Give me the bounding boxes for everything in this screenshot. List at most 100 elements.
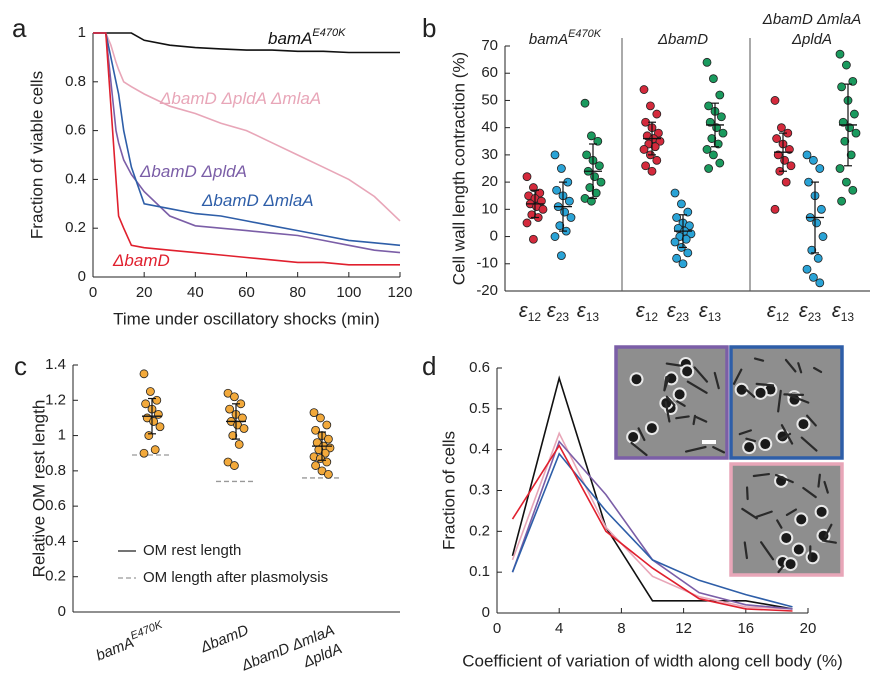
data-point bbox=[835, 49, 845, 59]
y-tick-label: 0.1 bbox=[469, 563, 490, 580]
data-point bbox=[718, 128, 728, 138]
inset-cell bbox=[745, 437, 757, 443]
data-point bbox=[652, 155, 662, 165]
panel-label: c bbox=[14, 351, 27, 381]
data-point bbox=[237, 413, 247, 423]
data-point bbox=[670, 188, 680, 198]
data-point bbox=[654, 128, 663, 138]
inset-bead bbox=[777, 431, 788, 442]
data-point bbox=[837, 82, 846, 92]
data-point bbox=[145, 387, 155, 396]
y-tick-label: 1.2 bbox=[45, 391, 66, 408]
data-point bbox=[815, 164, 825, 173]
inset-cell bbox=[755, 510, 773, 518]
series-line bbox=[93, 32, 400, 54]
x-tick-label: ε23 bbox=[547, 300, 569, 324]
data-point bbox=[587, 131, 596, 141]
inset-cell bbox=[776, 519, 783, 529]
data-point bbox=[641, 161, 650, 171]
data-point bbox=[593, 136, 603, 146]
data-point bbox=[139, 369, 149, 379]
inset-cell bbox=[738, 429, 752, 436]
y-tick-label: 0.6 bbox=[45, 497, 66, 514]
inset-bead bbox=[796, 514, 807, 525]
data-point bbox=[152, 395, 162, 405]
data-point bbox=[655, 136, 665, 146]
y-tick-label: 0.4 bbox=[65, 170, 86, 187]
inset-cell bbox=[694, 415, 708, 423]
y-tick-label: 70 bbox=[481, 37, 498, 54]
inset-cell bbox=[637, 427, 646, 442]
data-point bbox=[846, 150, 856, 160]
data-point bbox=[704, 164, 713, 173]
inset-cell bbox=[800, 436, 818, 452]
data-point bbox=[713, 139, 723, 149]
y-tick-label: 0.6 bbox=[65, 122, 86, 139]
series-name: bamA bbox=[268, 29, 312, 48]
data-point bbox=[323, 469, 333, 479]
inset-cell bbox=[713, 371, 720, 390]
x-axis-title: Time under oscillatory shocks (min) bbox=[113, 309, 380, 328]
data-point bbox=[585, 183, 595, 192]
y-tick-label: 0 bbox=[58, 603, 66, 620]
data-point bbox=[802, 150, 812, 160]
legend-entry: OM rest length bbox=[143, 542, 241, 559]
inset-bead bbox=[666, 373, 677, 384]
data-point bbox=[595, 161, 604, 171]
data-point bbox=[672, 213, 681, 222]
series-name: ΔbamD bbox=[112, 251, 170, 270]
data-point bbox=[813, 253, 823, 263]
series-label: ΔbamD ΔpldA ΔmlaA bbox=[159, 89, 321, 108]
inset-cell bbox=[777, 564, 785, 574]
y-axis-title: Relative OM rest length bbox=[29, 400, 48, 578]
inset-bead bbox=[646, 423, 657, 434]
data-point bbox=[709, 150, 718, 160]
category-subscript: 13 bbox=[708, 310, 722, 324]
data-point bbox=[522, 172, 532, 182]
label-sup: E470K bbox=[129, 619, 165, 643]
group-title: ΔbamD bbox=[657, 31, 708, 48]
x-tick-label: ε12 bbox=[767, 300, 789, 324]
scale-bar bbox=[702, 440, 716, 444]
data-point bbox=[225, 404, 235, 414]
x-tick-label: 80 bbox=[289, 284, 306, 301]
y-tick-label: 0.2 bbox=[65, 219, 86, 236]
inset-cell bbox=[665, 362, 682, 367]
category-symbol: ε bbox=[547, 300, 557, 322]
inset-cell bbox=[665, 395, 676, 407]
y-tick-label: 50 bbox=[481, 91, 498, 108]
category-subscript: 23 bbox=[808, 310, 822, 324]
inset-bead bbox=[744, 442, 755, 453]
data-point bbox=[677, 199, 686, 209]
y-tick-label: 0 bbox=[482, 604, 490, 621]
series-line bbox=[511, 452, 793, 608]
data-point bbox=[596, 177, 606, 187]
series-name: ΔbamD ΔmlaA bbox=[201, 191, 314, 210]
data-point bbox=[557, 164, 566, 173]
category-subscript: 12 bbox=[645, 310, 659, 324]
group-title: bamAE470K bbox=[529, 28, 602, 48]
series-label: ΔbamD bbox=[112, 251, 170, 270]
inset-bead bbox=[736, 384, 747, 395]
data-point bbox=[702, 145, 712, 154]
data-point bbox=[715, 158, 725, 168]
label-line: bamA bbox=[94, 634, 137, 664]
category-symbol: ε bbox=[577, 300, 587, 322]
y-axis-title: Fraction of cells bbox=[439, 431, 458, 550]
data-point bbox=[702, 57, 712, 67]
data-point bbox=[591, 188, 601, 198]
inset-cell bbox=[693, 366, 709, 383]
data-point bbox=[837, 196, 846, 206]
y-tick-label: 40 bbox=[481, 119, 498, 136]
data-point bbox=[322, 420, 332, 430]
data-point bbox=[678, 259, 688, 269]
inset-cell bbox=[663, 376, 670, 392]
inset-border bbox=[614, 345, 729, 460]
inset-cell bbox=[675, 415, 690, 420]
data-point bbox=[809, 155, 818, 165]
x-tick-label: 100 bbox=[336, 284, 361, 301]
label-line: ΔbamD bbox=[197, 622, 251, 657]
data-point bbox=[681, 234, 691, 244]
series-line bbox=[511, 444, 793, 612]
data-point bbox=[835, 164, 845, 173]
